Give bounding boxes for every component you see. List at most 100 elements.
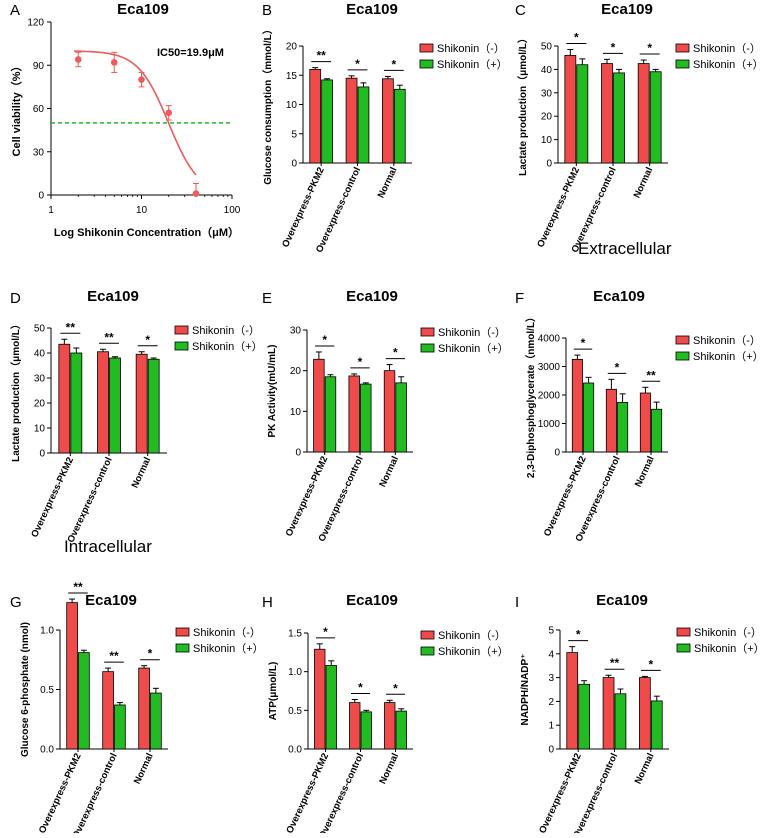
chart-panel-G: G Eca109 0.0 0.5 1.0 Glucose 6-phosphate (nmo… bbox=[10, 580, 264, 838]
chart-title: Eca109 bbox=[346, 1, 398, 18]
bar bbox=[348, 375, 360, 453]
x-tick-label: Normal bbox=[376, 166, 400, 200]
y-tick-label: 0.0 bbox=[288, 745, 302, 756]
bar bbox=[360, 711, 372, 750]
chart-title: Eca109 bbox=[601, 1, 653, 18]
bar bbox=[639, 677, 651, 750]
significance-marker: * bbox=[393, 681, 398, 695]
bar bbox=[138, 667, 150, 750]
y-tick-label: 0 bbox=[546, 159, 552, 170]
y-tick-label: 2000 bbox=[538, 391, 561, 402]
legend-label: Shikonin（-） bbox=[438, 629, 506, 642]
legend-swatch bbox=[419, 59, 434, 69]
y-tick-label: 3 bbox=[548, 673, 554, 684]
bar bbox=[613, 72, 625, 164]
chart-title: Eca109 bbox=[596, 592, 648, 609]
bar bbox=[147, 358, 160, 454]
x-tick-label: 10 bbox=[136, 205, 148, 216]
y-tick-label: 0 bbox=[548, 745, 554, 756]
panel-letter: G bbox=[10, 594, 22, 611]
panel-letter: C bbox=[515, 2, 526, 19]
panel-letter: B bbox=[262, 2, 272, 19]
y-tick-label: 0.0 bbox=[40, 745, 54, 756]
y-tick-label: 1.5 bbox=[288, 629, 302, 640]
y-tick-label: 3000 bbox=[538, 362, 561, 373]
legend-label: Shikonin（+） bbox=[693, 350, 760, 363]
legend-label: Shikonin（+） bbox=[693, 58, 760, 71]
legend-swatch bbox=[675, 43, 690, 53]
bar bbox=[564, 54, 577, 164]
x-tick-label: Normal bbox=[377, 752, 401, 786]
chart-title: Eca109 bbox=[87, 288, 139, 305]
chart-panel-C: C Eca109 0 10 20 30 40 50 Lactate production（μmo… bbox=[515, 1, 760, 254]
bar bbox=[650, 700, 663, 750]
y-tick-label: 0 bbox=[38, 191, 44, 202]
section-label-intracellular: Intracellular bbox=[64, 537, 152, 556]
significance-marker: * bbox=[611, 40, 616, 54]
bar bbox=[360, 383, 372, 453]
x-tick-label: Normal bbox=[633, 752, 657, 786]
y-tick-label: 10 bbox=[34, 424, 46, 435]
x-tick-label: Normal bbox=[130, 456, 154, 490]
y-tick-label: 30 bbox=[290, 326, 302, 337]
bar bbox=[150, 692, 162, 750]
y-tick-label: 0 bbox=[291, 159, 297, 170]
legend-label: Shikonin（-） bbox=[694, 626, 760, 639]
y-tick-label: 90 bbox=[33, 61, 45, 72]
bar bbox=[384, 702, 396, 750]
chart-panel-F: F Eca109 0 1000 2000 3000 40002,3-Diphosphogly… bbox=[515, 288, 760, 543]
x-tick-label: Overexpress-PKM2 bbox=[29, 456, 76, 540]
y-axis-label: ATP(μmol/L) bbox=[268, 662, 279, 721]
significance-marker: * bbox=[647, 41, 652, 55]
significance-marker: * bbox=[355, 57, 360, 71]
significance-marker: ** bbox=[73, 580, 83, 594]
legend-label: Shikonin（+） bbox=[192, 340, 263, 353]
legend-label: Shikonin（+） bbox=[437, 58, 508, 71]
legend-label: Shikonin（+） bbox=[694, 642, 760, 655]
y-tick-label: 1000 bbox=[538, 419, 561, 430]
legend-label: Shikonin（-） bbox=[438, 326, 506, 339]
chart-title: Eca109 bbox=[346, 592, 398, 609]
y-tick-label: 1.0 bbox=[288, 667, 302, 678]
significance-marker: * bbox=[581, 336, 586, 350]
panel-letter: F bbox=[515, 290, 524, 307]
y-tick-label: 5 bbox=[291, 129, 297, 140]
data-point bbox=[165, 109, 173, 117]
y-tick-label: 50 bbox=[34, 324, 46, 335]
panel-letter: A bbox=[10, 2, 20, 19]
panel-letter: I bbox=[515, 594, 519, 611]
y-tick-label: 1.0 bbox=[40, 626, 54, 637]
legend-swatch bbox=[420, 630, 435, 640]
bar bbox=[309, 69, 322, 164]
data-point bbox=[74, 56, 82, 63]
y-tick-label: 0.5 bbox=[40, 685, 54, 696]
significance-marker: * bbox=[391, 57, 396, 71]
legend-swatch bbox=[420, 343, 435, 353]
significance-marker: * bbox=[148, 647, 153, 661]
bar bbox=[601, 63, 613, 164]
legend-label: Shikonin（-） bbox=[193, 626, 261, 639]
bar bbox=[382, 78, 394, 164]
bar bbox=[605, 388, 617, 453]
legend-swatch bbox=[676, 643, 691, 653]
y-tick-label: 4 bbox=[548, 649, 554, 660]
significance-marker: * bbox=[358, 681, 363, 695]
significance-marker: ** bbox=[316, 49, 326, 63]
y-axis-label: Cell viability（%） bbox=[10, 61, 23, 157]
y-tick-label: 20 bbox=[34, 399, 46, 410]
legend-label: Shikonin（+） bbox=[438, 342, 509, 355]
y-tick-label: 1 bbox=[548, 721, 554, 732]
x-tick-label: 1 bbox=[48, 205, 54, 216]
panel-letter: E bbox=[262, 290, 272, 307]
y-tick-label: 50 bbox=[541, 42, 553, 53]
section-label-extracellular: Extracellular bbox=[578, 239, 672, 258]
y-tick-label: 0 bbox=[295, 448, 301, 459]
bar bbox=[78, 652, 90, 750]
x-tick-label: Overexpress-PKM2 bbox=[537, 752, 584, 833]
chart-panel-D: D Eca109 0 10 20 30 40 50 Lactate production（μmo… bbox=[9, 288, 263, 544]
y-tick-label: 30 bbox=[34, 374, 46, 385]
bar bbox=[639, 392, 651, 453]
significance-marker: ** bbox=[104, 330, 114, 344]
chart-title: Eca109 bbox=[85, 592, 137, 609]
x-tick-label: Normal bbox=[633, 455, 657, 489]
